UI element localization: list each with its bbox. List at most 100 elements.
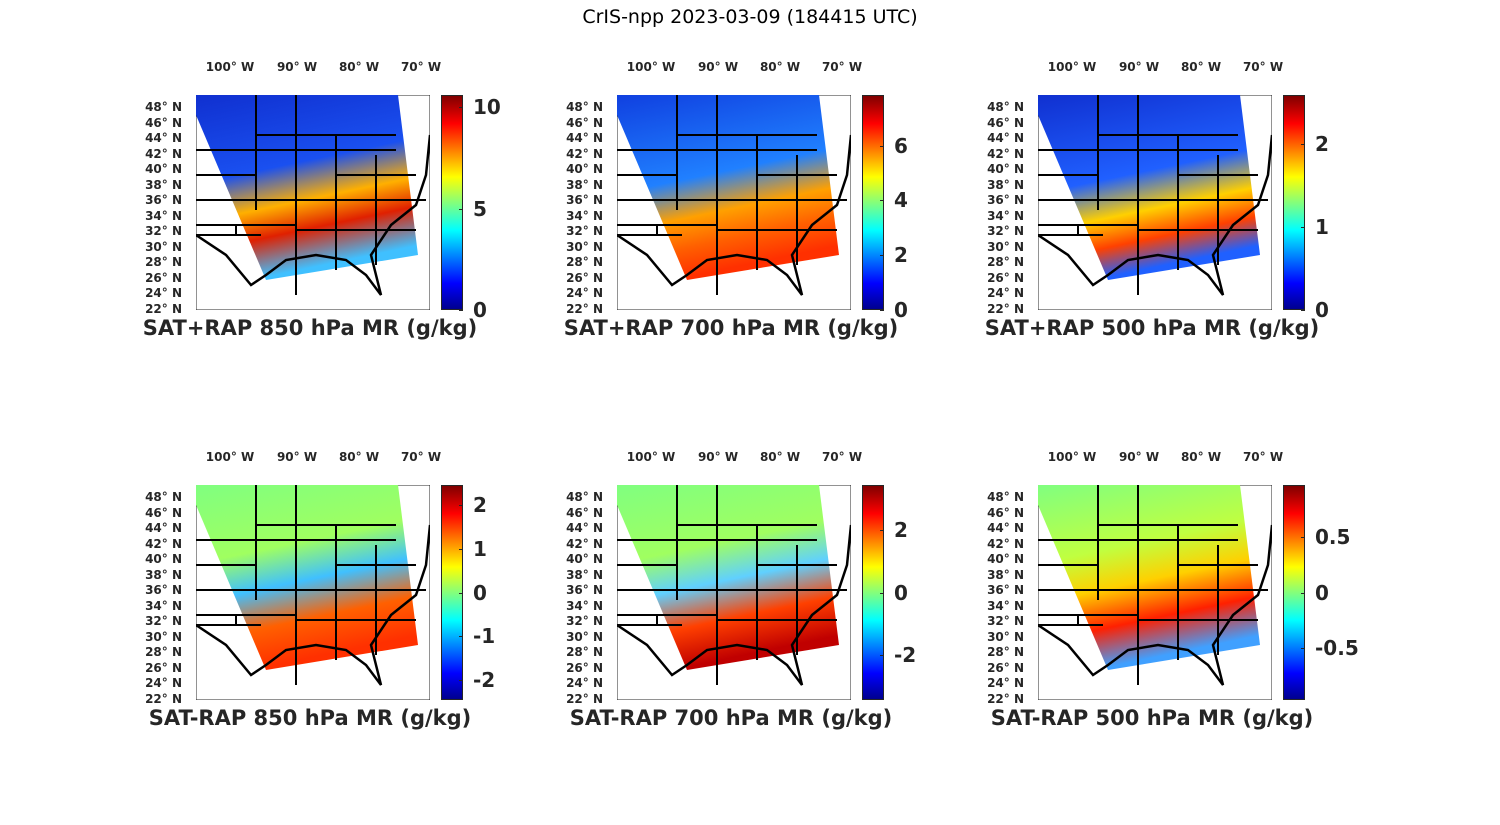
lat-tick-label: 42° N	[145, 536, 182, 551]
figure-title: CrIS-npp 2023-03-09 (184415 UTC)	[582, 6, 918, 28]
lon-tick-label: 90° W	[1118, 60, 1160, 74]
lat-tick-label: 30° N	[566, 239, 603, 254]
colorbar-tick-mark	[1301, 226, 1305, 228]
lat-tick-label: 46° N	[987, 115, 1024, 130]
lat-tick-label: 44° N	[145, 131, 182, 145]
lat-tick-label: 36° N	[145, 583, 182, 597]
lat-tick-label: 46° N	[145, 505, 182, 520]
lat-tick-label: 32° N	[987, 224, 1024, 238]
lat-tick-label: 28° N	[145, 255, 182, 269]
lat-tick-label: 26° N	[987, 270, 1024, 285]
colorbar-tick-label: 1	[1315, 214, 1329, 239]
lat-tick-label: 22° N	[145, 691, 182, 706]
state-borders	[1037, 95, 1274, 296]
map-panel: 100° W 90° W 80° W 70° W 48° N 46° N 44° N 42° …	[972, 450, 1452, 750]
colorbar-tick-mark	[459, 208, 463, 210]
lat-tick-label: 38° N	[145, 177, 182, 192]
lat-tick-label: 46° N	[145, 115, 182, 130]
lat-tick-label: 38° N	[566, 177, 603, 192]
colorbar-tick-label: 2	[473, 493, 487, 518]
lat-tick-label: 26° N	[566, 660, 603, 675]
map-svg	[1037, 484, 1274, 701]
lon-tick-label: 80° W	[1180, 60, 1222, 74]
lat-tick-label: 34° N	[987, 208, 1024, 223]
lat-tick-label: 40° N	[145, 552, 182, 566]
lat-tick-label: 34° N	[566, 208, 603, 223]
map-plot	[616, 484, 853, 701]
lat-tick-label: 24° N	[566, 286, 603, 300]
map-plot	[195, 484, 432, 701]
lon-tick-label: 70° W	[400, 60, 442, 74]
lat-tick-label: 22° N	[987, 691, 1024, 706]
colorbar-tick-mark	[459, 636, 463, 638]
colorbar-tick-mark	[459, 592, 463, 594]
lon-tick-label: 80° W	[759, 60, 801, 74]
lat-tick-label: 48° N	[566, 100, 603, 114]
lat-tick-label: 38° N	[987, 567, 1024, 582]
colorbar-tick-label: 6	[894, 133, 908, 158]
colorbar-tick-label: 2	[894, 518, 908, 542]
colorbar-tick-label: 4	[894, 188, 908, 213]
panel-title: SAT-RAP 850 hPa MR (g/kg)	[148, 706, 472, 730]
colorbar-tick-mark	[459, 679, 463, 681]
lat-tick-label: 26° N	[566, 270, 603, 285]
lat-tick-label: 44° N	[987, 131, 1024, 145]
map-svg	[195, 94, 432, 311]
colorbar-tick-mark	[880, 530, 884, 531]
lat-tick-label: 40° N	[145, 162, 182, 176]
map-plot	[1037, 94, 1274, 311]
lon-tick-label: 100° W	[626, 450, 676, 464]
lat-tick-label: 26° N	[987, 660, 1024, 675]
lat-tick-label: 48° N	[987, 490, 1024, 504]
lat-tick-label: 44° N	[566, 521, 603, 535]
colorbar-tick-mark	[880, 592, 884, 594]
lon-tick-label: 70° W	[1242, 60, 1284, 74]
lat-tick-label: 46° N	[566, 115, 603, 130]
lat-tick-label: 42° N	[987, 146, 1024, 161]
satellite-swath	[196, 95, 418, 280]
lon-tick-label: 100° W	[205, 60, 255, 74]
lon-tick-label: 90° W	[276, 450, 318, 464]
lat-tick-label: 44° N	[987, 521, 1024, 535]
lat-tick-label: 46° N	[566, 505, 603, 520]
lat-tick-label: 36° N	[987, 583, 1024, 597]
lon-tick-label: 90° W	[1118, 450, 1160, 464]
lat-tick-label: 24° N	[987, 676, 1024, 690]
colorbar-tick-mark	[880, 255, 884, 257]
lon-tick-label: 70° W	[821, 450, 863, 464]
state-borders	[616, 485, 853, 686]
lat-tick-label: 30° N	[987, 629, 1024, 644]
map-panel: 100° W 90° W 80° W 70° W 48° N 46° N 44° N 42° …	[551, 60, 1031, 360]
lat-tick-label: 26° N	[145, 270, 182, 285]
lat-tick-label: 22° N	[987, 301, 1024, 316]
colorbar-tick-label: 5	[473, 196, 487, 221]
lat-tick-label: 30° N	[566, 629, 603, 644]
lon-tick-label: 80° W	[338, 60, 380, 74]
panel-title: SAT+RAP 500 hPa MR (g/kg)	[984, 316, 1320, 340]
lat-tick-label: 24° N	[987, 286, 1024, 300]
lat-tick-label: 42° N	[145, 146, 182, 161]
lat-tick-label: 24° N	[145, 676, 182, 690]
lat-tick-label: 32° N	[566, 614, 603, 628]
satellite-swath	[617, 485, 839, 670]
map-plot	[616, 94, 853, 311]
lat-tick-label: 32° N	[145, 224, 182, 238]
lat-tick-label: 34° N	[145, 598, 182, 613]
colorbar-tick-label: 0.5	[1315, 525, 1351, 550]
lat-tick-label: 48° N	[145, 490, 182, 504]
colorbar-tick-mark	[880, 655, 884, 656]
lon-tick-label: 70° W	[1242, 450, 1284, 464]
state-borders	[195, 95, 432, 296]
lon-tick-label: 80° W	[1180, 450, 1222, 464]
panel-title: SAT+RAP 700 hPa MR (g/kg)	[563, 316, 899, 340]
lat-tick-label: 34° N	[566, 598, 603, 613]
colorbar-tick-label: 2	[894, 243, 908, 268]
lat-tick-label: 44° N	[566, 131, 603, 145]
colorbar-tick-label: 0	[1315, 580, 1329, 605]
colorbar-tick-mark	[459, 107, 463, 109]
map-panel: 100° W 90° W 80° W 70° W 48° N 46° N 44° N 42° …	[130, 60, 610, 360]
lat-tick-label: 34° N	[145, 208, 182, 223]
state-borders	[1037, 485, 1274, 686]
map-plot	[1037, 484, 1274, 701]
lat-tick-label: 24° N	[566, 676, 603, 690]
